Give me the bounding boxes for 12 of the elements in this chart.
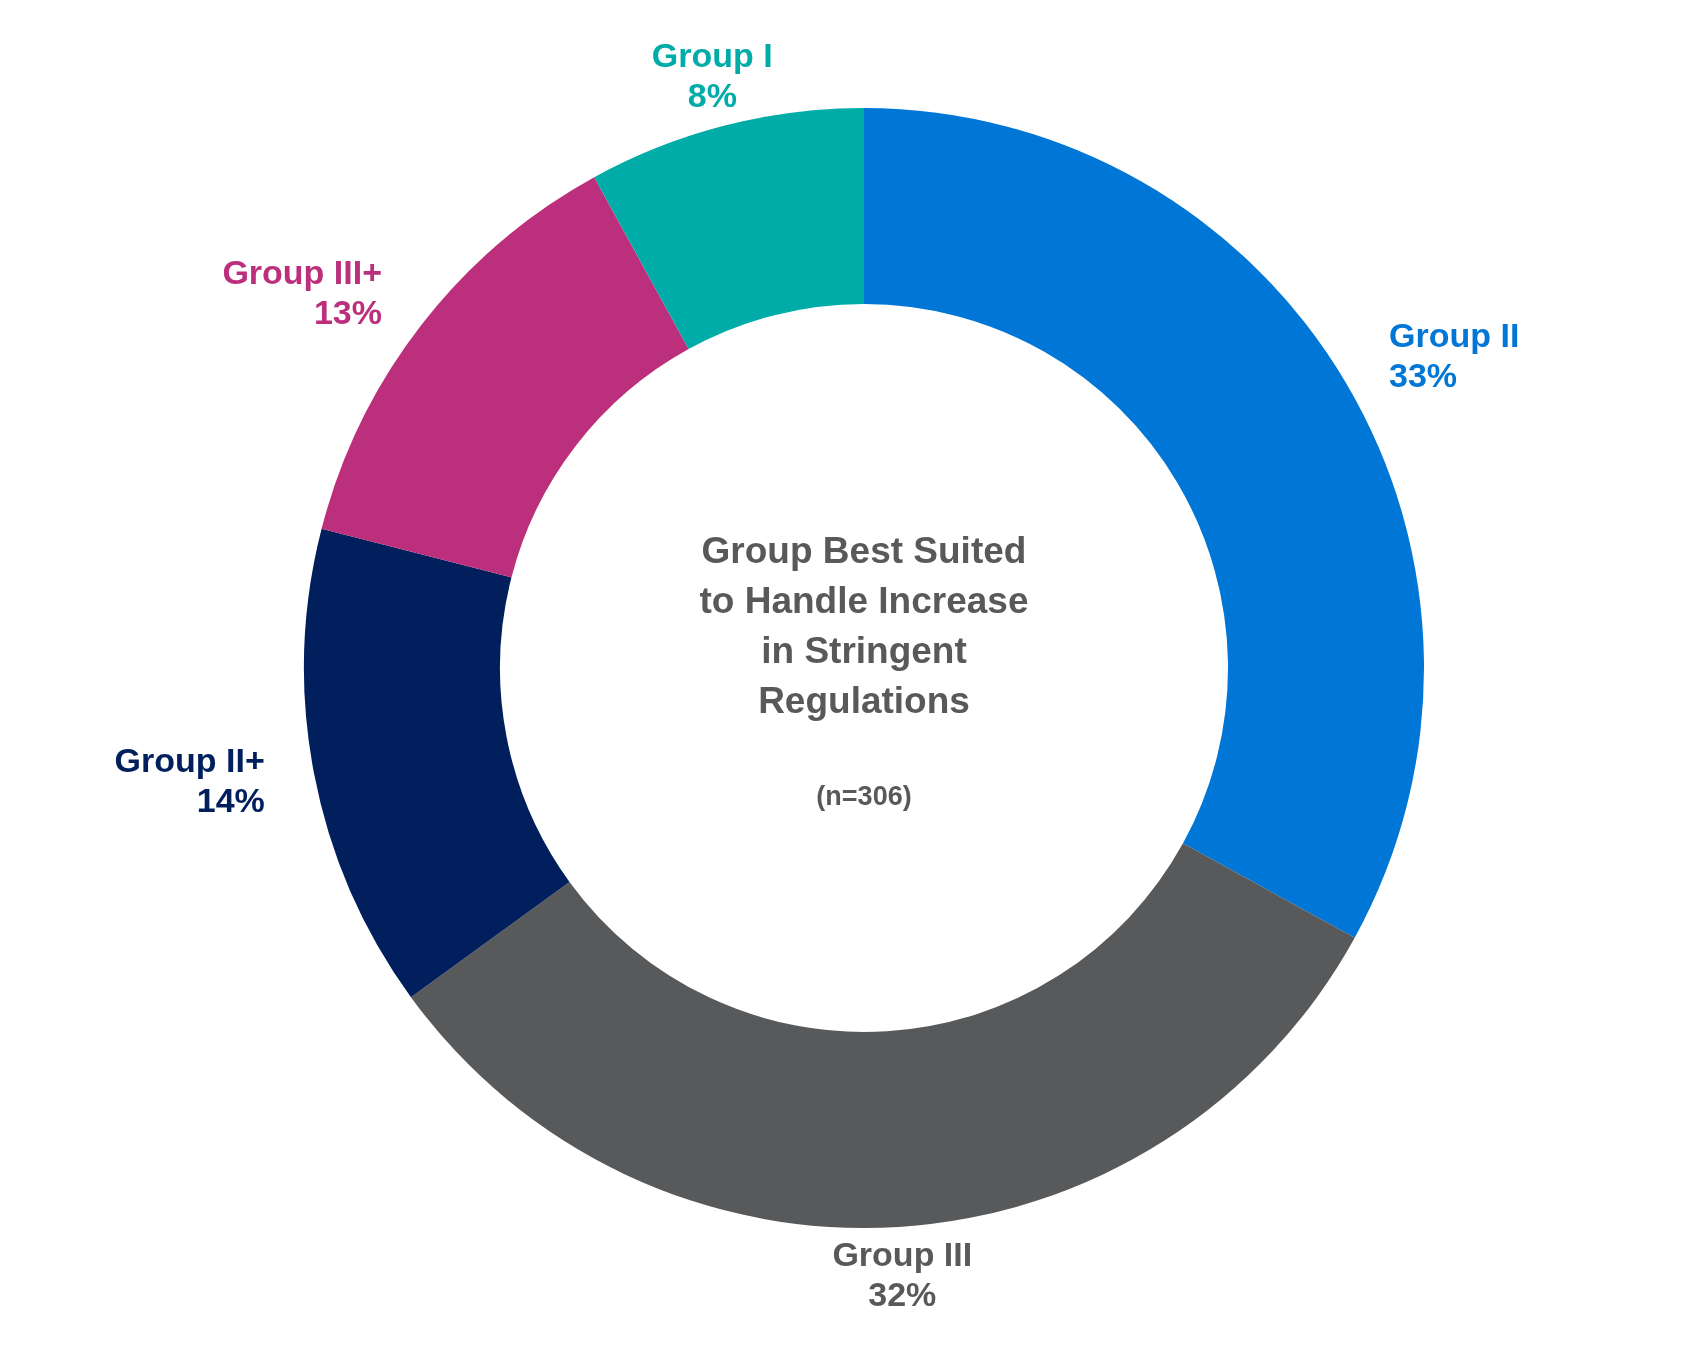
slice-label: Group III+ [222,252,383,291]
slice-label: Group I [651,35,773,74]
data-label: 8% [687,75,737,114]
data-label: 32% [868,1275,937,1314]
data-label: 14% [196,780,265,819]
slice-label: Group II [1389,315,1520,354]
slice-label: Group II+ [114,740,265,779]
text: Group Best Suited to Handle Increase in Stringent Regulations [699,530,1029,722]
slice-label: Group III [832,1235,973,1274]
data-label: 33% [1389,355,1458,394]
data-label: 13% [313,292,383,331]
text: (n=306) [816,781,912,812]
